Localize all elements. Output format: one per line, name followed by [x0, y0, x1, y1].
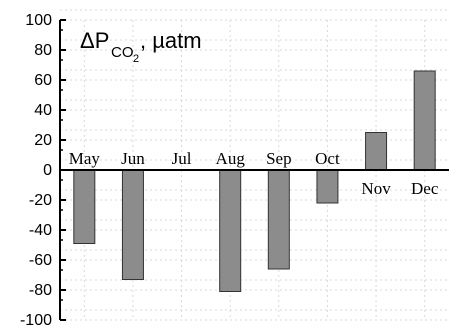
y-tick-label: -100: [20, 312, 52, 325]
bar-nov: [365, 132, 388, 171]
title-subscript: CO: [111, 44, 134, 61]
category-label-oct: Oct: [315, 149, 340, 168]
axes: [59, 19, 449, 321]
title-delta-p: ΔP: [80, 28, 109, 53]
y-tick-label: -20: [29, 192, 52, 209]
y-tick-label: 0: [43, 162, 52, 179]
category-label-dec: Dec: [411, 179, 439, 198]
bar-dec: [413, 70, 436, 171]
chart-title: ΔP CO 2 , µatm: [80, 28, 202, 65]
y-tick-label: 100: [25, 12, 52, 29]
category-label-jun: Jun: [121, 149, 145, 168]
bar-sep: [267, 169, 290, 270]
bar-jun: [121, 169, 144, 280]
y-tick-label: -80: [29, 282, 52, 299]
title-unit: , µatm: [140, 28, 202, 53]
category-label-aug: Aug: [216, 149, 246, 168]
y-tick-label: 20: [34, 132, 52, 149]
title-delta: ΔP: [80, 28, 109, 53]
bars: [73, 70, 436, 292]
y-tick-label: 80: [34, 42, 52, 59]
category-labels: May Jun Jul Aug Sep Oct Nov Dec: [69, 149, 439, 198]
category-label-jul: Jul: [172, 149, 192, 168]
bar-oct: [316, 169, 339, 204]
category-label-sep: Sep: [266, 149, 292, 168]
bar-aug: [219, 169, 242, 292]
title-subscript-index: 2: [133, 53, 139, 65]
bar-may: [73, 169, 96, 244]
category-label-nov: Nov: [361, 179, 391, 198]
category-label-may: May: [69, 149, 101, 168]
y-tick-label: 60: [34, 72, 52, 89]
y-tick-label: -40: [29, 222, 52, 239]
y-tick-label: 40: [34, 102, 52, 119]
y-tick-label: -60: [29, 252, 52, 269]
y-tick-labels: 100 80 60 40 20 0 -20 -40 -60 -80 -100: [20, 12, 52, 325]
